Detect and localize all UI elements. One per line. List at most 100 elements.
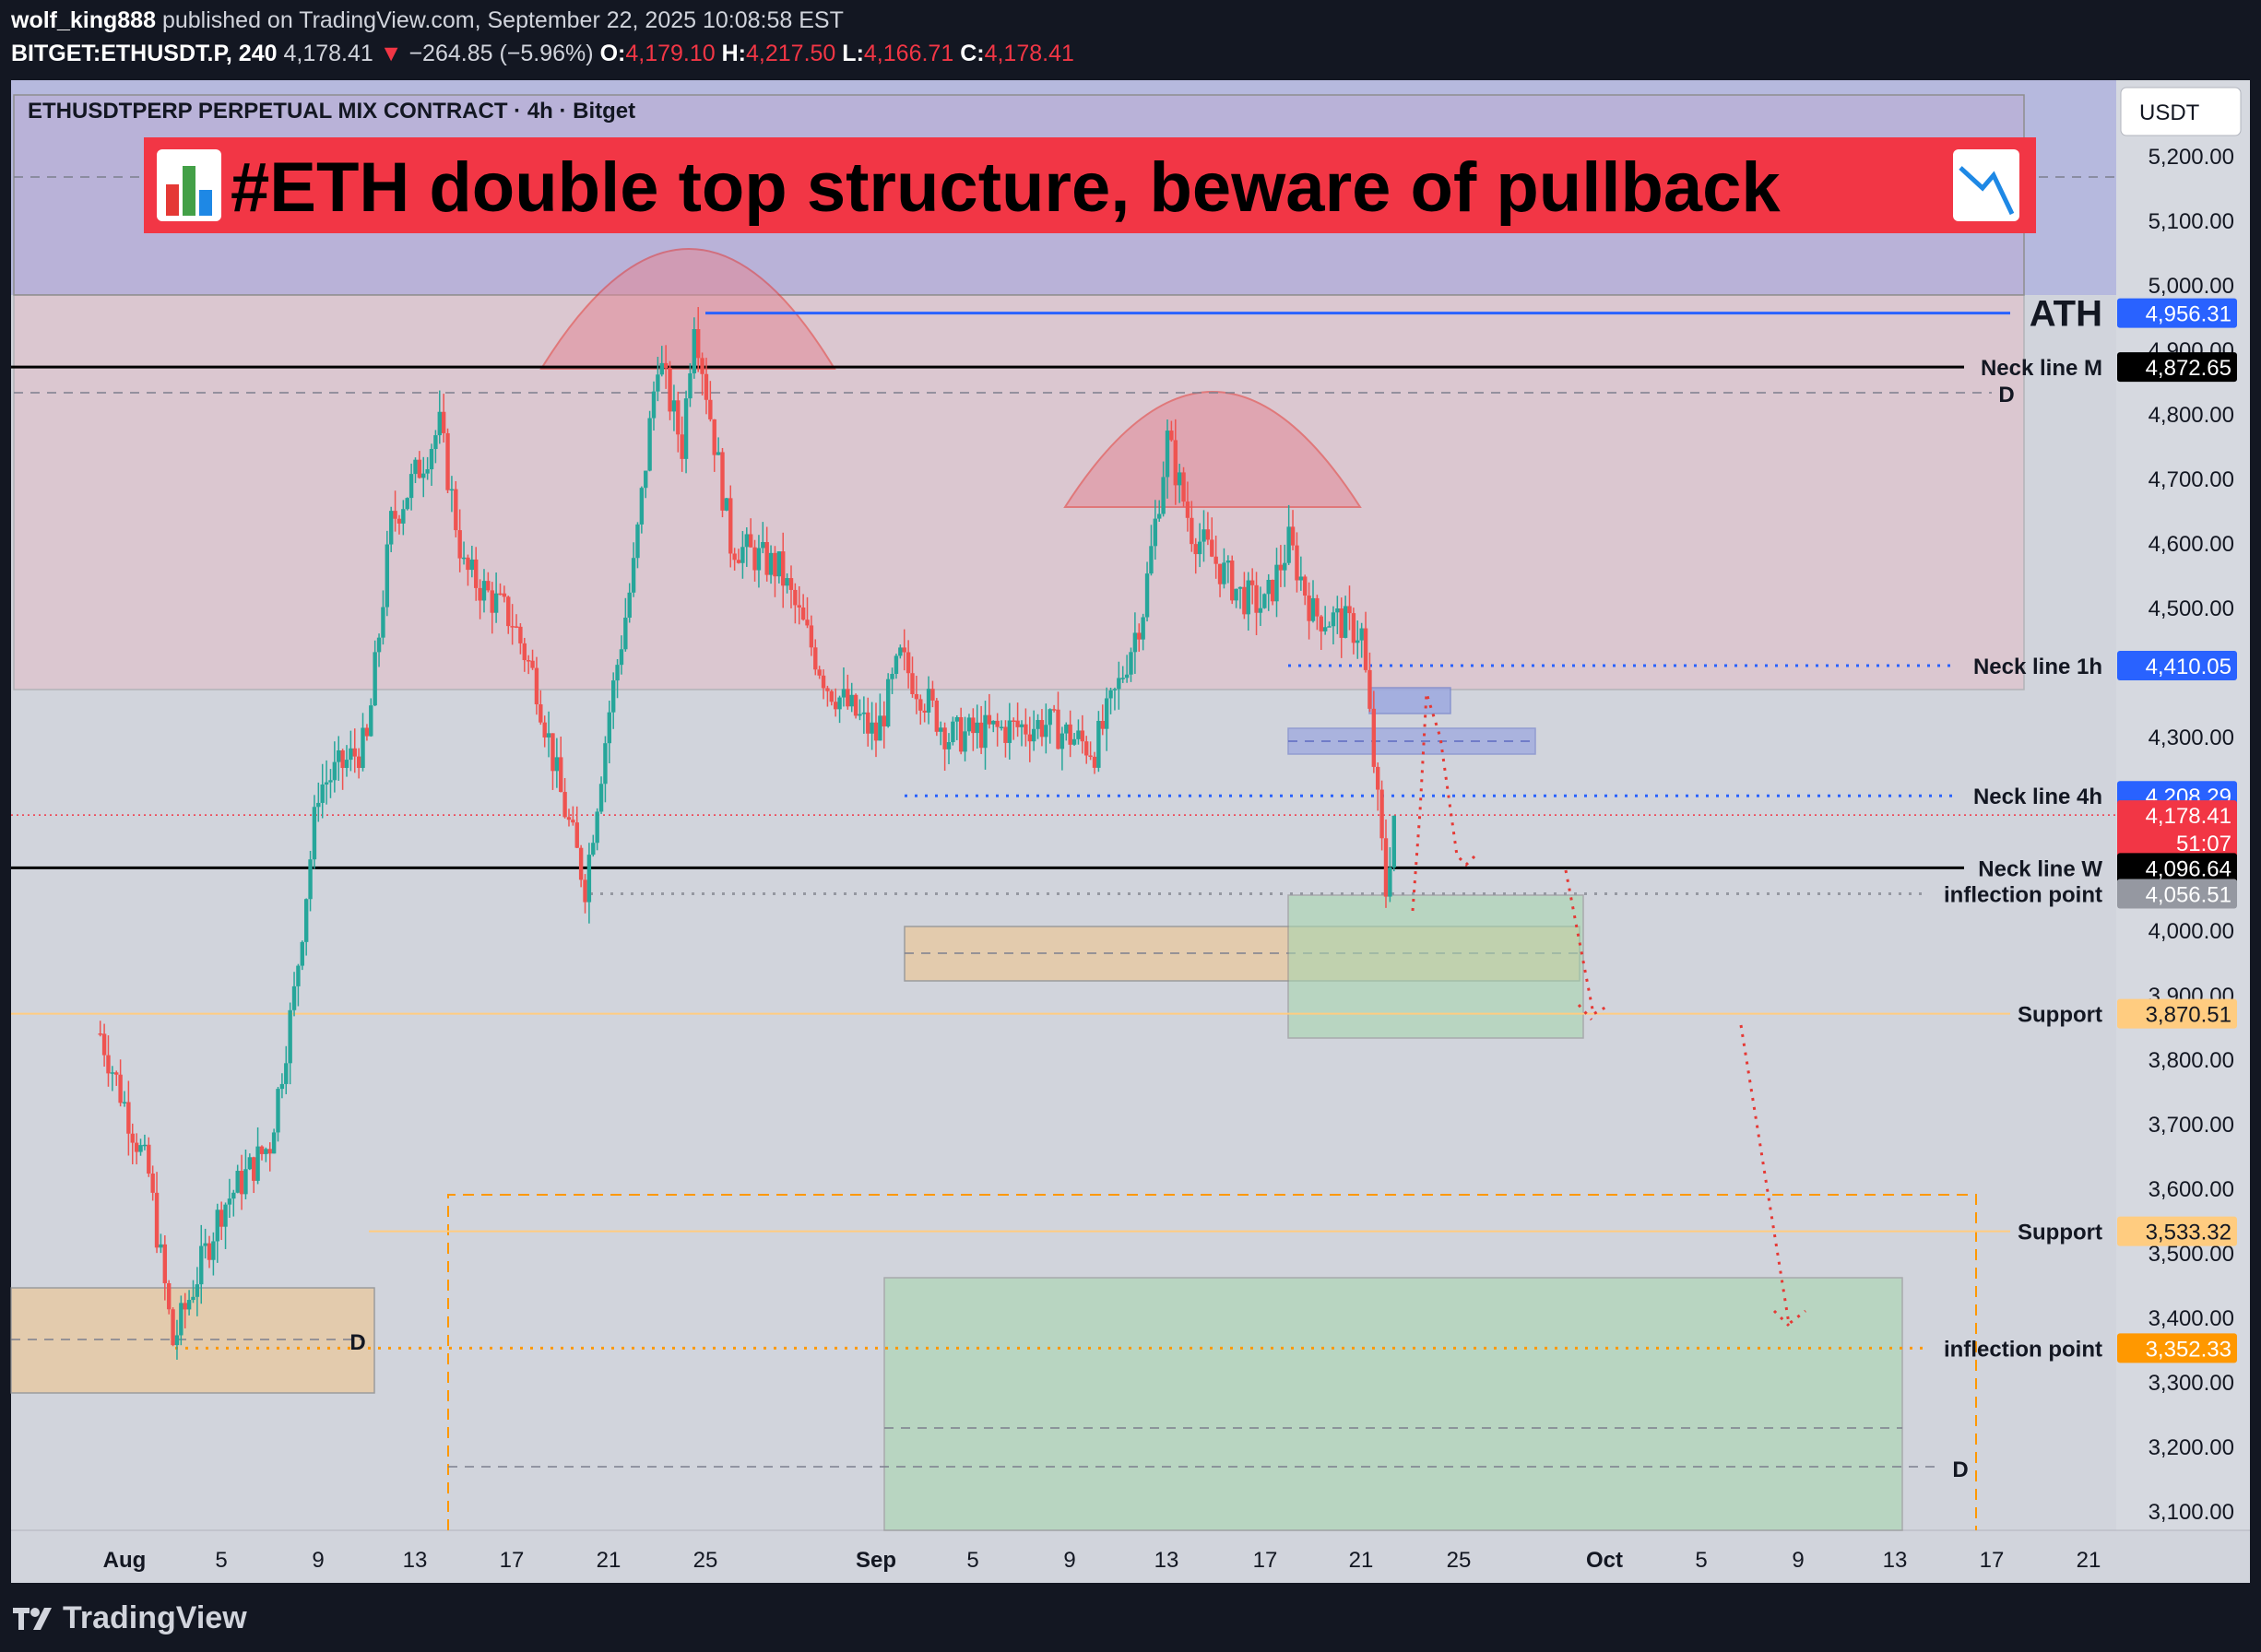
candle-body: [118, 1074, 123, 1103]
x-tick-label: 9: [312, 1548, 324, 1573]
candle-body: [712, 419, 716, 455]
candle-body: [1355, 640, 1360, 643]
open-value: 4,179.10: [625, 41, 716, 66]
candle-body: [267, 1149, 272, 1154]
x-tick-label: Sep: [856, 1548, 896, 1573]
candle-body: [586, 855, 592, 903]
candle-body: [639, 488, 645, 525]
candle-body: [474, 559, 479, 588]
candle-body: [457, 530, 462, 559]
candle-body: [870, 722, 874, 734]
candle-body: [300, 941, 304, 966]
candle-body: [1234, 588, 1238, 601]
author-name[interactable]: wolf_king888: [11, 7, 156, 33]
tradingview-logo[interactable]: TradingView: [13, 1595, 247, 1641]
candle-body: [975, 722, 979, 734]
candle-body: [1161, 477, 1166, 514]
ATH-price: 4,956.31: [2146, 302, 2231, 327]
candle-body: [1262, 594, 1267, 608]
candle-body: [408, 474, 414, 499]
candle-body: [1286, 526, 1291, 563]
candle-body: [700, 358, 704, 374]
candle-body: [1351, 613, 1356, 643]
candle-body: [1044, 725, 1048, 738]
candle-body: [692, 329, 697, 374]
y-tick-label: 4,300.00: [2149, 726, 2234, 750]
candle-body: [154, 1192, 160, 1248]
candle-body: [793, 589, 798, 606]
close-value: 4,178.41: [984, 41, 1074, 66]
candle-body: [279, 1083, 285, 1090]
close-label: C:: [960, 41, 985, 66]
candle-body: [98, 1033, 102, 1035]
candle-body: [369, 705, 373, 737]
candle-body: [954, 716, 959, 722]
candle-body: [340, 750, 345, 769]
y-tick-label: 4,000.00: [2149, 919, 2234, 944]
candle-body: [219, 1210, 224, 1227]
candle-body: [1339, 608, 1344, 638]
candle-body: [1190, 517, 1194, 545]
currency-selector[interactable]: USDT: [2120, 87, 2242, 136]
candle-body: [566, 817, 572, 820]
x-tick-label: 9: [1063, 1548, 1075, 1573]
banner-background: [144, 137, 2036, 233]
time-scale[interactable]: [11, 1530, 2250, 1583]
y-tick-label: 5,200.00: [2149, 145, 2234, 170]
target-box-green: [883, 1277, 1903, 1531]
candle-body: [1117, 678, 1121, 690]
candle-body: [1327, 626, 1332, 628]
candle-body: [1031, 728, 1036, 742]
x-tick-label: 25: [693, 1548, 718, 1573]
support-1-price: 3,870.51: [2146, 1003, 2231, 1028]
candle-body: [651, 391, 657, 419]
x-tick-label: 9: [1792, 1548, 1804, 1573]
x-tick-label: 5: [1695, 1548, 1707, 1573]
candle-body: [1237, 586, 1243, 589]
candle-body: [1185, 502, 1190, 518]
candle-body: [530, 660, 535, 668]
symbol-label[interactable]: BITGET:ETHUSDT.P, 240: [11, 41, 278, 66]
candle-body: [995, 720, 1000, 727]
candle-body: [466, 557, 470, 571]
neck-line-4h-label: Neck line 4h: [1973, 785, 2102, 809]
candle-body: [481, 581, 487, 601]
candle-body: [276, 1089, 280, 1133]
candle-body: [623, 617, 628, 650]
candle-body: [1217, 563, 1223, 584]
candle-body: [150, 1174, 155, 1193]
projection-path-3: [1739, 1024, 1806, 1328]
candle-body: [866, 712, 870, 734]
candle-body: [1124, 674, 1130, 678]
candle-body: [1213, 556, 1218, 564]
candle-body: [861, 712, 867, 714]
x-tick-label: 21: [2077, 1548, 2101, 1573]
candle-body: [361, 727, 365, 768]
candle-body: [316, 802, 321, 808]
neck-line-m-price-tag: [2117, 352, 2237, 383]
candle-body: [607, 712, 612, 744]
currency-label: USDT: [2139, 100, 2200, 125]
candle-body: [373, 652, 377, 706]
candle-body: [858, 714, 862, 716]
candle-body: [680, 434, 684, 459]
candle-body: [809, 625, 814, 648]
candle-body: [873, 722, 879, 741]
candle-body: [781, 551, 786, 586]
candle-body: [627, 592, 632, 618]
candle-body: [449, 489, 455, 491]
x-tick-label: Aug: [103, 1548, 147, 1573]
candle-body: [825, 688, 830, 691]
candle-body: [1064, 724, 1069, 734]
candle-body: [393, 511, 397, 519]
candle-body: [539, 703, 543, 723]
candle-body: [644, 470, 648, 489]
d-marker: D: [1952, 1457, 1968, 1482]
candle-body: [312, 807, 317, 860]
candle-body: [752, 547, 757, 571]
candle-body: [1076, 730, 1081, 739]
candle-body: [1036, 720, 1040, 729]
candle-body: [401, 509, 406, 524]
candle-body: [469, 559, 475, 571]
